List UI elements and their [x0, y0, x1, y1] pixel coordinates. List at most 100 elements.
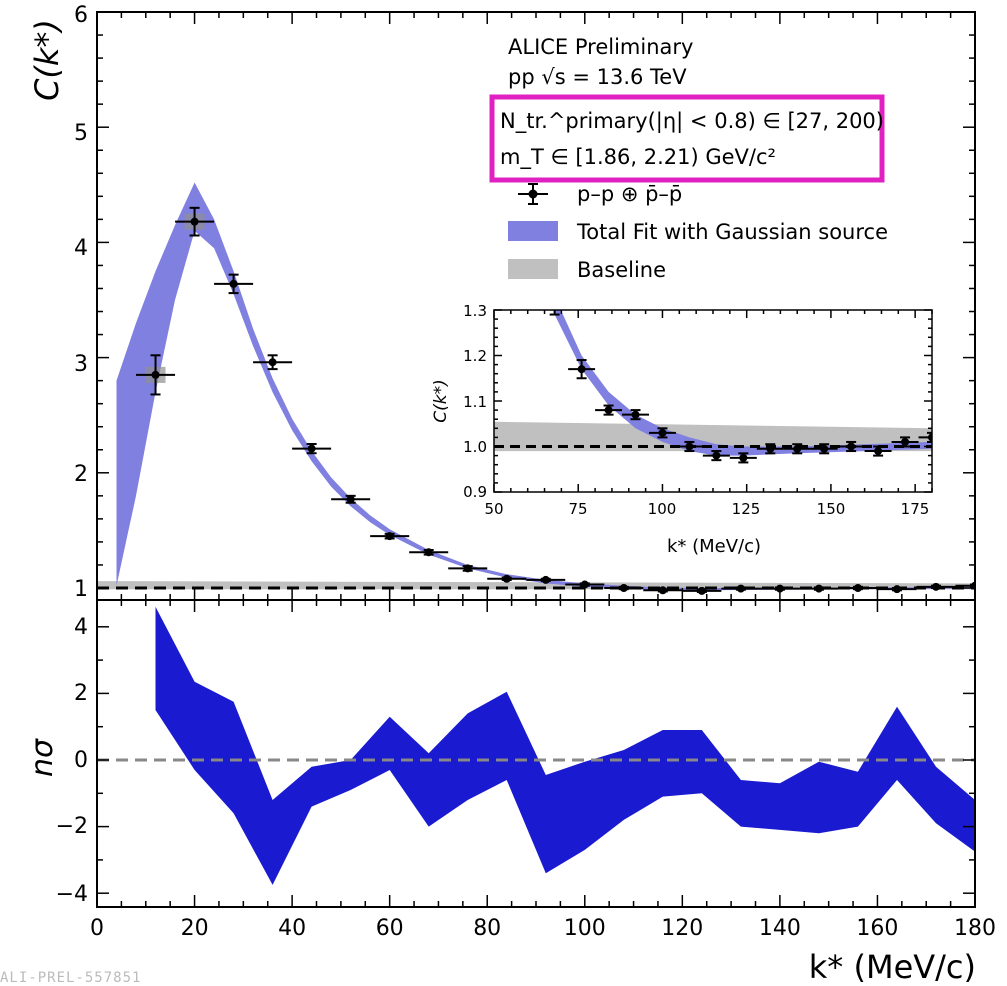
- inset-x-axis-label: k* (MeV/c): [667, 536, 761, 557]
- inset-marker: [685, 442, 694, 451]
- xtick-label-180: 180: [954, 916, 996, 941]
- mt-range-label: m_T ∈ [1.86, 2.21) GeV/c²: [500, 145, 776, 170]
- top-marker: [190, 217, 199, 226]
- inset-data-point: [622, 409, 649, 421]
- top-data-point: [643, 586, 683, 595]
- top-data-point: [253, 354, 293, 371]
- top-marker: [502, 574, 511, 583]
- top-y-axis-label: C(k*): [28, 19, 66, 101]
- inset-xtick-label-75: 75: [568, 500, 587, 518]
- top-marker: [814, 584, 823, 593]
- top-marker: [736, 584, 745, 593]
- x-axis-label: k* (MeV/c): [809, 948, 976, 986]
- top-marker: [385, 532, 394, 541]
- inset-data-point: [783, 443, 811, 455]
- inset-ytick-label-1.2: 1.2: [463, 347, 487, 365]
- top-data-point: [370, 532, 410, 541]
- top-data-point: [604, 584, 644, 592]
- top-marker: [424, 548, 433, 557]
- top-data-point: [175, 206, 215, 237]
- bottom-y-axis-label: nσ: [25, 738, 60, 777]
- top-ytick-label-3: 3: [74, 352, 88, 377]
- inset-data-point: [595, 404, 623, 416]
- top-data-point: [838, 584, 878, 592]
- bottom-ticks: [96, 600, 976, 907]
- inset-xtick-label-175: 175: [901, 500, 930, 518]
- inset-xtick-label-50: 50: [484, 500, 503, 518]
- top-ytick-label-4: 4: [74, 236, 88, 261]
- top-marker: [658, 586, 667, 595]
- top-marker: [268, 358, 277, 367]
- top-ytick-label-2: 2: [74, 462, 88, 487]
- top-ticks: [96, 11, 976, 600]
- inset-marker: [551, 301, 559, 309]
- inset-data-point: [648, 427, 676, 439]
- inset-marker: [793, 444, 802, 453]
- top-data-point: [565, 580, 605, 589]
- top-data-point: [409, 548, 449, 557]
- inset-y-axis-label: C(k*): [431, 379, 451, 422]
- legend-data-label: p–p ⊕ p̄–p̄: [577, 182, 682, 206]
- top-ytick-label-1: 1: [74, 577, 88, 602]
- inset-data-point: [756, 443, 784, 455]
- preliminary-watermark: ALI-PREL-557851: [0, 970, 142, 986]
- inset-ytick-label-1.3: 1.3: [463, 302, 487, 320]
- highlight-box: [489, 94, 885, 183]
- xtick-label-40: 40: [278, 916, 306, 941]
- inset-ytick-label-1.0: 1.0: [463, 438, 487, 456]
- inset-marker: [658, 428, 667, 437]
- inset-background: [494, 310, 932, 492]
- top-data-point: [877, 585, 917, 594]
- top-ytick-label-6: 6: [74, 3, 88, 28]
- residual-layer: [155, 606, 975, 885]
- inset-marker: [901, 437, 910, 446]
- inset-marker: [712, 451, 721, 460]
- inset-points-layer: [549, 301, 932, 464]
- top-data-point: [721, 584, 761, 593]
- top-marker: [697, 586, 706, 595]
- bottom-ytick-label-2: 2: [74, 681, 88, 706]
- legend-baseline-label: Baseline: [577, 258, 666, 282]
- inset-ticks: [493, 309, 933, 493]
- inset-data-point: [568, 359, 596, 380]
- top-marker: [346, 495, 355, 504]
- bottom-ytick-label-neg4: −4: [56, 882, 88, 907]
- top-data-point: [331, 494, 371, 504]
- inset-marker: [577, 365, 586, 374]
- xtick-label-80: 80: [473, 916, 501, 941]
- inset-ytick-label-1.1: 1.1: [463, 393, 487, 411]
- top-data-point: [448, 564, 488, 573]
- top-marker: [463, 564, 472, 573]
- top-marker: [892, 585, 901, 594]
- inset-marker: [874, 447, 883, 456]
- top-data-point: [916, 582, 956, 591]
- top-marker: [541, 575, 550, 584]
- top-marker: [229, 279, 238, 288]
- legend-data-marker: [518, 183, 548, 205]
- top-marker: [151, 370, 160, 379]
- inset-data-point: [810, 443, 838, 455]
- top-data-point: [487, 574, 527, 583]
- xtick-label-140: 140: [759, 916, 801, 941]
- inset-marker: [766, 444, 775, 453]
- top-marker: [853, 584, 862, 592]
- experiment-label: ALICE Preliminary: [508, 35, 693, 59]
- multiplicity-selection-label: N_tr.^primary(|η| < 0.8) ∈ [27, 200): [500, 109, 884, 134]
- bottom-ytick-label-4: 4: [74, 615, 88, 640]
- xtick-label-100: 100: [564, 916, 606, 941]
- inset-xtick-label-100: 100: [648, 500, 677, 518]
- xtick-label-120: 120: [661, 916, 703, 941]
- top-marker: [931, 582, 940, 591]
- top-data-point: [799, 584, 839, 593]
- top-data-point: [682, 586, 722, 595]
- top-points-layer: [136, 206, 975, 595]
- inset-data-point: [549, 301, 560, 316]
- inset-marker: [820, 444, 829, 453]
- inset-marker: [604, 406, 613, 415]
- inset-data-point: [837, 440, 865, 453]
- inset-data-point: [729, 452, 757, 464]
- legend-baseline-swatch: [508, 259, 558, 279]
- residual-band: [155, 606, 975, 885]
- top-marker: [307, 444, 316, 453]
